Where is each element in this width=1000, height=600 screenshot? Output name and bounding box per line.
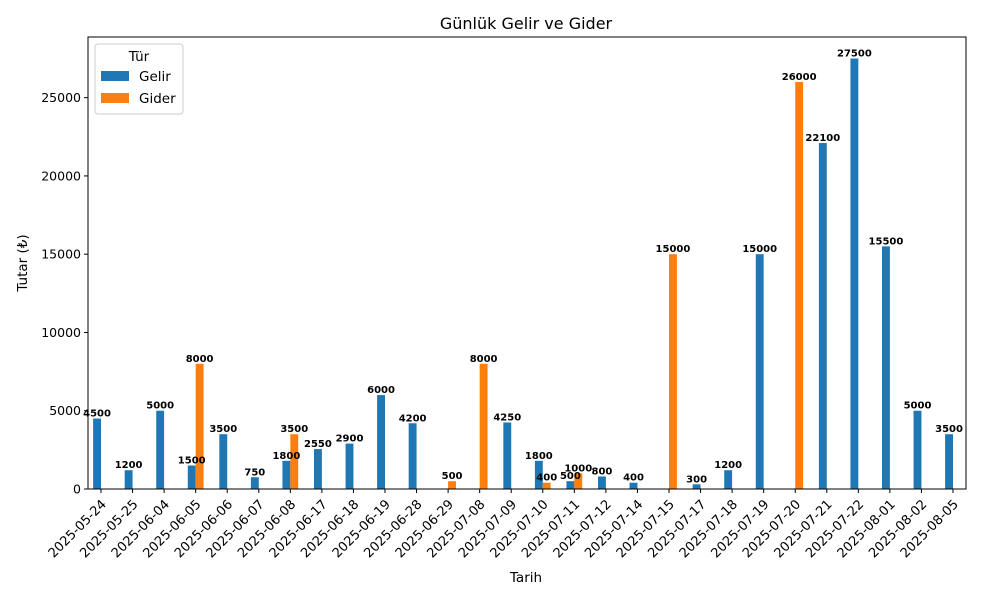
- chart-title: Günlük Gelir ve Gider: [440, 14, 613, 33]
- bar-gelir: [566, 481, 575, 489]
- y-tick-label: 10000: [41, 325, 81, 340]
- legend: Tür Gelir Gider: [94, 43, 184, 115]
- bar-value-label: 3500: [935, 424, 963, 435]
- bar-gider: [574, 473, 583, 489]
- bar-value-label: 6000: [367, 385, 395, 396]
- bar-value-label: 750: [244, 467, 265, 478]
- legend-title: Tür: [128, 49, 150, 65]
- bar-value-label: 2550: [304, 439, 332, 450]
- bar-gelir: [187, 465, 196, 489]
- legend-swatch-gider: [101, 93, 129, 103]
- legend-label-gelir: Gelir: [139, 69, 171, 85]
- bar-value-label: 1800: [272, 451, 300, 462]
- bar-gider: [795, 82, 804, 489]
- bar-value-label: 4500: [83, 409, 111, 420]
- bar-value-label: 1200: [115, 460, 143, 471]
- bar-value-label: 15000: [656, 244, 691, 255]
- bar-value-label: 1500: [178, 456, 206, 467]
- bar-value-label: 400: [536, 473, 557, 484]
- bar-gelir: [93, 418, 101, 489]
- bar-gider: [542, 482, 551, 489]
- bar-value-label: 4200: [399, 413, 427, 424]
- bar-value-label: 15500: [869, 236, 904, 247]
- bar-value-label: 8000: [186, 354, 214, 365]
- bar-value-label: 1200: [714, 460, 742, 471]
- bar-gelir: [629, 482, 638, 489]
- bar-gider: [195, 363, 204, 489]
- bar-gelir: [724, 470, 733, 489]
- bar-gelir: [818, 143, 827, 490]
- bar-value-label: 22100: [805, 133, 840, 144]
- bar-gelir: [945, 434, 953, 489]
- bar-gelir: [755, 254, 764, 489]
- bar-gelir: [250, 477, 259, 489]
- bar-value-label: 26000: [782, 72, 817, 83]
- bar-gider: [669, 254, 677, 489]
- y-tick-label: 15000: [41, 247, 81, 262]
- bar-gelir: [913, 410, 922, 489]
- x-axis-label: Tarih: [509, 570, 542, 586]
- bar-value-label: 1000: [564, 463, 592, 474]
- y-tick-label: 5000: [49, 403, 81, 418]
- bar-gelir: [408, 423, 417, 489]
- bar-value-label: 4250: [493, 412, 521, 423]
- plot-area: 4500 1200 5000 1500 3500 750 1800 2550 2900 6000 4…: [83, 49, 963, 490]
- bar-gider: [290, 434, 299, 489]
- bar-value-label: 500: [560, 471, 581, 482]
- bar-gelir: [124, 470, 133, 489]
- y-tick-label: 25000: [41, 90, 81, 105]
- bar-gelir: [882, 246, 890, 489]
- bar-gelir: [692, 484, 701, 489]
- bar-gelir: [345, 443, 354, 489]
- bar-gelir: [850, 58, 859, 490]
- bar-gider: [479, 363, 488, 489]
- bar-gelir: [503, 422, 512, 489]
- bar-value-label: 15000: [742, 244, 777, 255]
- bar-gelir: [314, 449, 322, 489]
- bar-gelir: [219, 434, 228, 489]
- bar-value-label: 1800: [525, 451, 553, 462]
- y-tick-label: 0: [73, 482, 81, 497]
- legend-swatch-gelir: [101, 71, 129, 81]
- bar-value-label: 500: [442, 471, 463, 482]
- bar-value-label: 800: [592, 466, 613, 477]
- bar-value-label: 5000: [904, 401, 932, 412]
- bar-gelir: [534, 460, 543, 489]
- legend-label-gider: Gider: [139, 91, 176, 107]
- y-axis: 0 5000 10000 15000 20000 25000: [41, 90, 88, 497]
- bar-value-label: 2900: [336, 434, 364, 445]
- bar-value-label: 300: [686, 474, 707, 485]
- x-axis: 2025-05-242025-05-252025-06-042025-06-05…: [46, 489, 962, 561]
- bar-value-label: 8000: [470, 354, 498, 365]
- y-axis-label: Tutar (₺): [15, 234, 31, 292]
- bar-gider: [448, 481, 456, 489]
- plot-frame: [87, 36, 967, 490]
- bar-value-label: 27500: [837, 49, 872, 60]
- bar-gelir: [156, 410, 165, 489]
- bar-value-label: 3500: [209, 424, 237, 435]
- bar-gelir: [598, 476, 606, 489]
- bar-gelir: [377, 395, 385, 489]
- bar-value-label: 5000: [146, 401, 174, 412]
- bar-gelir: [282, 460, 291, 489]
- y-tick-label: 20000: [41, 168, 81, 183]
- bar-value-label: 3500: [280, 424, 308, 435]
- bar-value-label: 400: [623, 473, 644, 484]
